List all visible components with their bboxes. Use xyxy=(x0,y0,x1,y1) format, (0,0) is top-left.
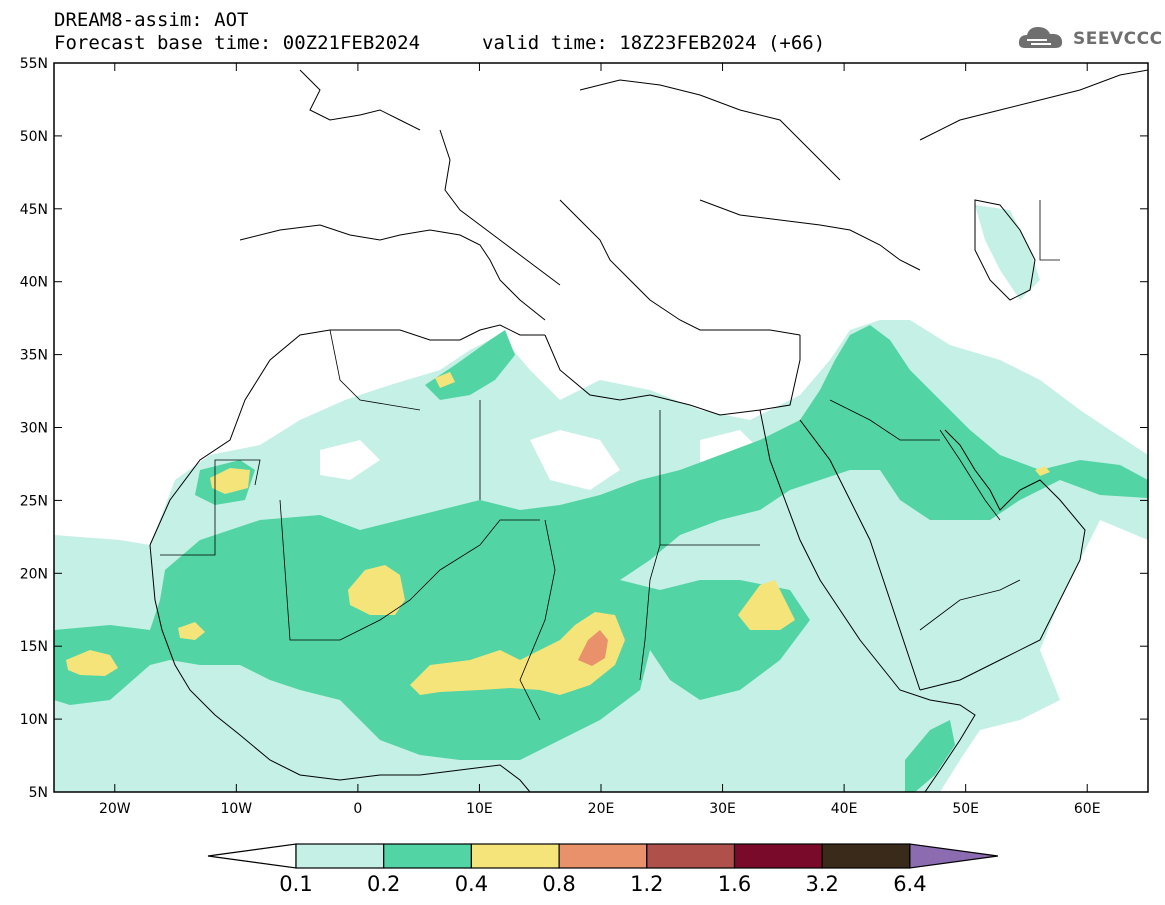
lat-tick-label: 5N xyxy=(29,785,48,801)
aot-contour-0.4-algeria xyxy=(435,372,455,388)
coastlines xyxy=(149,69,1148,792)
colorbar-label: 1.6 xyxy=(718,872,751,896)
aot-contour-0.2 xyxy=(54,325,1148,760)
aot-contour-0.4-sudan xyxy=(738,580,795,630)
lat-tick-label: 25N xyxy=(20,493,48,509)
aot-contour-0.8-chad xyxy=(578,630,608,666)
colorbar-segment xyxy=(733,843,823,869)
forecast-base-time: Forecast base time: 00Z21FEB2024 xyxy=(54,32,421,54)
colorbar-segment xyxy=(383,843,473,869)
lat-tick-label: 30N xyxy=(20,421,48,437)
lat-tick-label: 45N xyxy=(20,202,48,218)
lat-tick-label: 20N xyxy=(20,566,48,582)
aot-contour-0.4-mali xyxy=(348,565,405,615)
colorbar-segment xyxy=(295,843,385,869)
colorbar-label: 0.1 xyxy=(279,872,312,896)
latitude-axis: 55N 50N 45N 40N 35N 30N 25N 20N 15N 10N 5N xyxy=(20,56,1148,801)
colorbar-segment xyxy=(646,843,736,869)
aot-contour-0.4-wsahara xyxy=(210,468,250,494)
lon-tick-label: 20E xyxy=(588,801,615,817)
colorbar-segment xyxy=(558,843,648,869)
colorbar-label: 0.2 xyxy=(367,872,400,896)
lon-tick-label: 20W xyxy=(99,801,131,817)
aot-contour-0.2-somalia xyxy=(905,720,955,792)
lat-tick-label: 55N xyxy=(20,56,48,72)
lon-tick-label: 10W xyxy=(220,801,252,817)
aot-contour-0.1-caspian xyxy=(975,205,1040,300)
lon-tick-label: 40E xyxy=(831,801,858,817)
lat-tick-label: 15N xyxy=(20,639,48,655)
logo-text: SEEVCCC xyxy=(1073,29,1163,49)
aot-contour-0.4-gambia xyxy=(178,622,205,640)
lon-tick-label: 0 xyxy=(353,801,362,817)
lat-tick-label: 35N xyxy=(20,348,48,364)
seevccc-logo: SEEVCCC xyxy=(1017,22,1163,56)
country-borders xyxy=(160,200,1060,721)
colorbar-segment xyxy=(821,843,911,869)
lon-tick-label: 10E xyxy=(466,801,493,817)
colorbar-label: 1.2 xyxy=(630,872,663,896)
cloud-icon xyxy=(1017,22,1069,56)
lon-tick-label: 30E xyxy=(709,801,736,817)
colorbar-label: 0.4 xyxy=(455,872,488,896)
colorbar-label: 3.2 xyxy=(805,872,838,896)
aot-clear-patch xyxy=(320,440,380,480)
lat-tick-label: 10N xyxy=(20,712,48,728)
lat-tick-label: 50N xyxy=(20,129,48,145)
aot-contour-0.4-chad xyxy=(410,612,625,695)
aot-colorbar: 0.1 0.2 0.4 0.8 1.2 1.6 3.2 6.4 xyxy=(207,843,998,896)
colorbar-high-arrow xyxy=(909,843,998,869)
colorbar-label: 6.4 xyxy=(893,872,926,896)
aot-contour-0.4-senegal xyxy=(66,650,118,676)
lat-tick-label: 40N xyxy=(20,275,48,291)
longitude-axis: 20W 10W 0 10E 20E 30E 40E 50E 60E xyxy=(99,63,1101,817)
colorbar-label: 0.8 xyxy=(542,872,575,896)
lon-tick-label: 50E xyxy=(952,801,979,817)
aot-contour-0.4-uae xyxy=(1035,466,1050,476)
valid-time: valid time: 18Z23FEB2024 (+66) xyxy=(482,32,826,54)
colorbar-low-arrow xyxy=(207,843,297,869)
aot-clear-patch xyxy=(530,430,620,490)
colorbar-segment xyxy=(470,843,560,869)
map-title: DREAM8-assim: AOT xyxy=(54,9,249,31)
lon-tick-label: 60E xyxy=(1074,801,1101,817)
aot-field xyxy=(54,63,1148,792)
